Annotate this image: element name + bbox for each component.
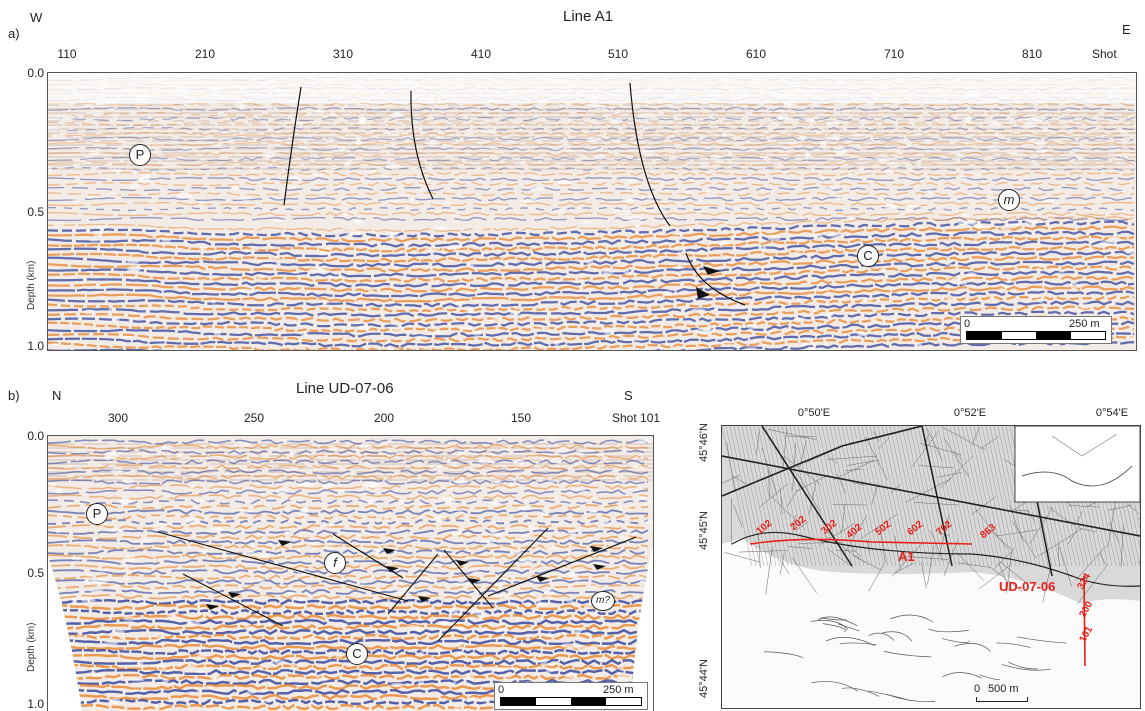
map-lat-46: 45°46'N [698, 423, 710, 462]
panel-b-title: Line UD-07-06 [296, 380, 394, 397]
map-lat-45: 45°45'N [698, 511, 710, 550]
map-lat-44: 45°44'N [698, 659, 710, 698]
map-lon-54: 0°54'E [1096, 407, 1128, 419]
panel-a-shot-310: 310 [333, 47, 353, 61]
map-line-a1-label: A1 [898, 549, 915, 564]
map-line-ud-label: UD-07-06 [999, 579, 1055, 594]
panel-b-marker-c: C [346, 643, 368, 665]
panel-b-shot-200: 200 [374, 411, 394, 425]
panel-b-seismic-image [48, 436, 653, 711]
panel-a-scale-zero: 0 [964, 318, 970, 330]
panel-b-north: N [52, 388, 61, 403]
location-map: A1 UD-07-06 102 202 302 402 502 602 702 … [721, 425, 1141, 709]
panel-b-shot-150: 150 [511, 411, 531, 425]
panel-b-scale-zero: 0 [498, 684, 504, 696]
panel-a-letter: a) [8, 26, 20, 41]
panel-a-seismic-image [48, 73, 1136, 350]
panel-b-south: S [624, 388, 633, 403]
map-scale-zero: 0 [974, 683, 980, 695]
panel-a-scale-bar: 0 250 m [960, 316, 1112, 344]
panel-b-scale-bar: 0 250 m [494, 682, 648, 710]
panel-a-shot-label: Shot [1092, 47, 1117, 61]
panel-a-shot-210: 210 [195, 47, 215, 61]
panel-b-seismic-section [47, 435, 654, 711]
panel-b-depth-1: 1.0 [4, 697, 44, 711]
panel-b-depth-05: 0.5 [4, 566, 44, 580]
panel-b-scale-dist: 250 m [603, 684, 634, 696]
panel-b-letter: b) [8, 388, 20, 403]
map-scale-dist: 500 m [988, 683, 1019, 695]
panel-a-seismic-section [47, 72, 1137, 351]
panel-a-marker-p: P [129, 144, 151, 166]
map-lon-52: 0°52'E [954, 407, 986, 419]
panel-b-shot-300: 300 [108, 411, 128, 425]
panel-a-marker-m: m [998, 189, 1020, 211]
panel-a-east: E [1122, 22, 1131, 37]
map-lon-50: 0°50'E [798, 407, 830, 419]
panel-a-shot-810: 810 [1022, 47, 1042, 61]
panel-a-shot-510: 510 [608, 47, 628, 61]
panel-a-shot-610: 610 [746, 47, 766, 61]
panel-a-west: W [30, 10, 42, 25]
panel-a-depth-0: 0.0 [4, 66, 44, 80]
panel-a-depth-05: 0.5 [4, 205, 44, 219]
panel-b-depth-0: 0.0 [4, 429, 44, 443]
panel-a-title: Line A1 [563, 8, 613, 25]
panel-b-depth-axis-title: Depth (km) [26, 623, 37, 672]
panel-b-shot-250: 250 [244, 411, 264, 425]
panel-a-depth-axis-title: Depth (km) [26, 261, 37, 310]
panel-b-marker-f: f [324, 552, 346, 574]
panel-b-marker-p: P [86, 503, 108, 525]
panel-a-scale-dist: 250 m [1069, 318, 1100, 330]
panel-a-marker-c: C [857, 245, 879, 267]
panel-a-shot-710: 710 [884, 47, 904, 61]
panel-b-shot-label: Shot 101 [612, 411, 660, 425]
location-map-drawing [722, 426, 1140, 708]
map-scale-graphic [976, 697, 1028, 702]
panel-a-depth-1: 1.0 [4, 339, 44, 353]
panel-b-scale-graphic [500, 697, 642, 706]
panel-a-scale-graphic [966, 331, 1106, 340]
panel-b-marker-m: m? [591, 591, 615, 611]
panel-a-shot-410: 410 [471, 47, 491, 61]
panel-a-shot-110: 110 [57, 47, 76, 61]
